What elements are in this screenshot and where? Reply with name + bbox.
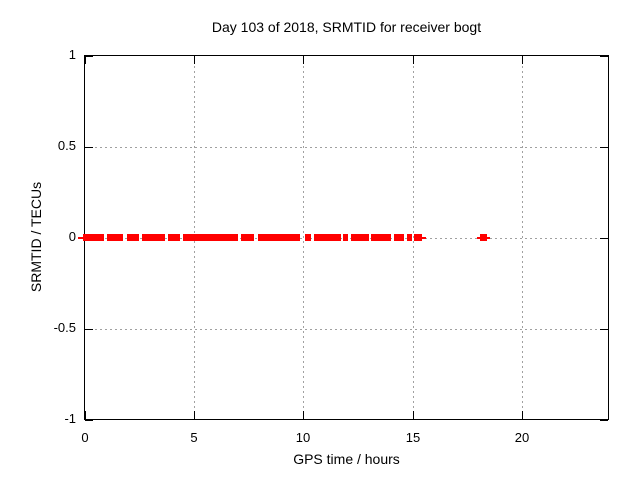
x-tick-label-15: 15 <box>405 430 421 445</box>
y-tick-right-0 <box>600 238 608 239</box>
data-segment <box>305 234 311 241</box>
data-segment <box>414 234 422 241</box>
x-tick-top-15 <box>413 56 414 64</box>
y-tick-label--0.5: -0.5 <box>53 320 76 335</box>
gridline-x-10 <box>303 56 304 419</box>
x-tick-label-0: 0 <box>81 430 89 445</box>
data-segment <box>394 234 404 241</box>
data-segment <box>343 234 348 241</box>
data-segment <box>183 234 238 241</box>
y-tick-right-0.5 <box>600 147 608 148</box>
x-tick-bottom-5 <box>194 411 195 419</box>
x-tick-label-5: 5 <box>190 430 198 445</box>
y-tick-left-0.5 <box>85 147 93 148</box>
gridline-y-0.5 <box>85 147 608 148</box>
data-segment <box>127 234 139 241</box>
y-tick-left-1 <box>85 56 93 57</box>
data-segment <box>142 234 165 241</box>
y-tick-right--1 <box>600 420 608 421</box>
y-tick-left--0.5 <box>85 329 93 330</box>
x-tick-top-10 <box>303 56 304 64</box>
y-tick-label-1: 1 <box>68 47 76 62</box>
x-tick-bottom-0 <box>85 411 86 419</box>
data-segment <box>371 234 391 241</box>
y-tick-right--0.5 <box>600 329 608 330</box>
data-segment <box>241 234 254 241</box>
gridline-x-20 <box>522 56 523 419</box>
x-tick-label-10: 10 <box>295 430 311 445</box>
chart-title: Day 103 of 2018, SRMTID for receiver bog… <box>211 19 482 35</box>
x-tick-top-20 <box>522 56 523 64</box>
x-tick-top-0 <box>85 56 86 64</box>
x-tick-bottom-15 <box>413 411 414 419</box>
y-tick-right-1 <box>600 56 608 57</box>
data-segment <box>351 234 369 241</box>
data-segment <box>83 234 104 241</box>
data-segment <box>258 234 300 241</box>
x-tick-bottom-20 <box>522 411 523 419</box>
data-segment <box>314 234 341 241</box>
x-axis-label: GPS time / hours <box>293 451 400 467</box>
y-tick-left--1 <box>85 420 93 421</box>
plot-area: 0 5 10 15 20 -1 -0.5 0 0.5 1 <box>54 47 609 445</box>
data-segment <box>107 234 123 241</box>
data-segment <box>407 234 412 241</box>
data-segment <box>168 234 180 241</box>
y-tick-label-0.5: 0.5 <box>57 138 76 153</box>
y-tick-label--1: -1 <box>64 411 76 426</box>
x-tick-bottom-10 <box>303 411 304 419</box>
gridline-x-15 <box>413 56 414 419</box>
data-line-tail <box>78 237 85 239</box>
data-line-tail <box>422 237 426 239</box>
y-tick-label-0: 0 <box>68 229 76 244</box>
x-tick-label-20: 20 <box>514 430 530 445</box>
gridline-y--0.5 <box>85 329 608 330</box>
data-segment <box>480 234 487 241</box>
x-tick-top-5 <box>194 56 195 64</box>
